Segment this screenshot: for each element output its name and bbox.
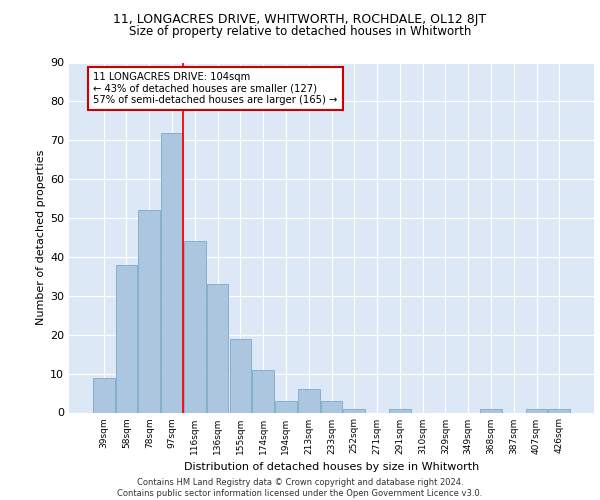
Bar [480, 408, 502, 412]
Bar [320, 401, 343, 412]
Bar [93, 378, 115, 412]
Bar [389, 408, 410, 412]
Bar [548, 408, 570, 412]
Bar [298, 389, 320, 412]
Bar [116, 264, 137, 412]
Bar [207, 284, 229, 412]
Bar [526, 408, 547, 412]
Text: Contains HM Land Registry data © Crown copyright and database right 2024.
Contai: Contains HM Land Registry data © Crown c… [118, 478, 482, 498]
Text: 11, LONGACRES DRIVE, WHITWORTH, ROCHDALE, OL12 8JT: 11, LONGACRES DRIVE, WHITWORTH, ROCHDALE… [113, 12, 487, 26]
Bar [230, 338, 251, 412]
Bar [139, 210, 160, 412]
Bar [343, 408, 365, 412]
Bar [253, 370, 274, 412]
Text: 11 LONGACRES DRIVE: 104sqm
← 43% of detached houses are smaller (127)
57% of sem: 11 LONGACRES DRIVE: 104sqm ← 43% of deta… [94, 72, 338, 106]
Y-axis label: Number of detached properties: Number of detached properties [36, 150, 46, 325]
Bar [184, 242, 206, 412]
X-axis label: Distribution of detached houses by size in Whitworth: Distribution of detached houses by size … [184, 462, 479, 472]
Text: Size of property relative to detached houses in Whitworth: Size of property relative to detached ho… [129, 25, 471, 38]
Bar [275, 401, 297, 412]
Bar [161, 132, 183, 412]
